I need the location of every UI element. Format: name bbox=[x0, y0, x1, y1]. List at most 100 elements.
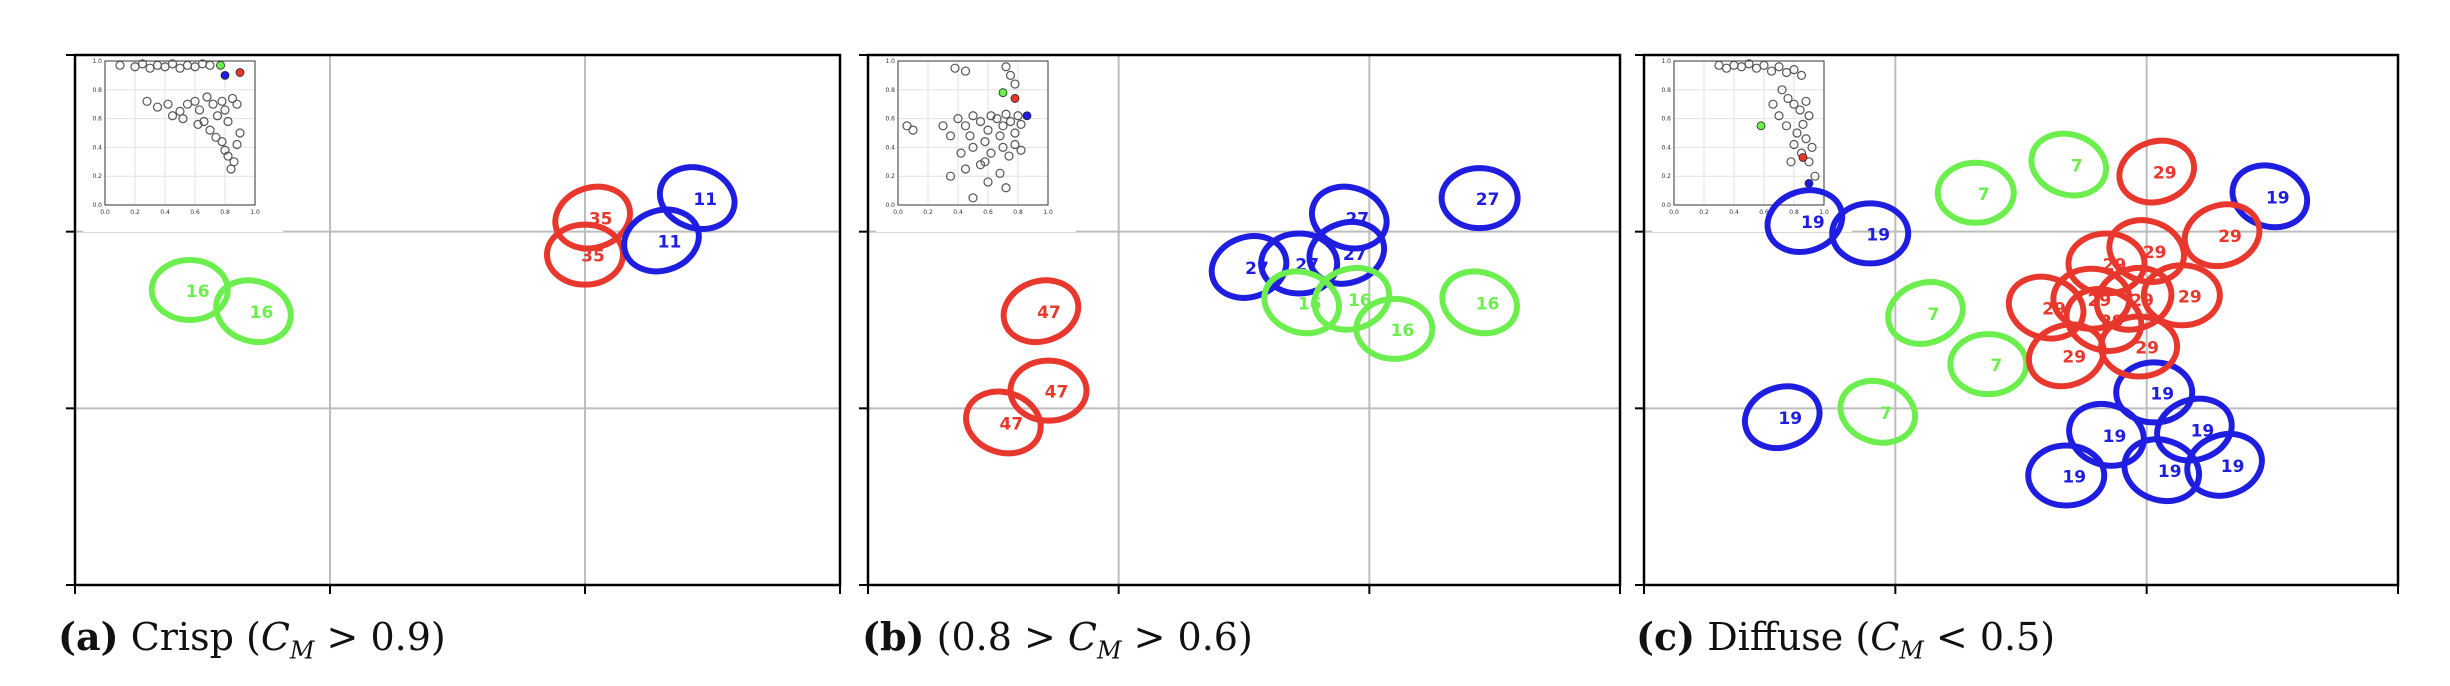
ellipse-label: 7 bbox=[1978, 185, 1990, 205]
inset-point bbox=[995, 168, 1005, 178]
inset-y-tick-label: 1.0 bbox=[885, 58, 895, 65]
ellipse-label: 19 bbox=[2150, 384, 2174, 404]
cluster-ellipse-red: 47 bbox=[963, 388, 1044, 457]
inset-point bbox=[223, 151, 233, 161]
inset-point bbox=[1781, 121, 1792, 131]
cluster-ellipse-red: 29 bbox=[2098, 313, 2181, 380]
ellipse-label: 29 bbox=[2153, 164, 2177, 184]
cluster-ellipse-red: 47 bbox=[1007, 357, 1090, 424]
inset-point bbox=[980, 137, 990, 147]
inset-point bbox=[975, 116, 986, 127]
inset-point bbox=[1744, 59, 1754, 69]
ellipse-outline bbox=[2181, 201, 2263, 270]
ellipse-label: 7 bbox=[2071, 157, 2083, 177]
cluster-ellipse-blue: 19 bbox=[2184, 431, 2265, 499]
ellipse-label: 29 bbox=[2062, 347, 2086, 367]
plot-frame bbox=[73, 53, 842, 587]
inset-point bbox=[190, 96, 200, 106]
inset-x-tick-label: 0.0 bbox=[100, 209, 110, 216]
cluster-ellipse-blue: 19 bbox=[1764, 187, 1846, 255]
cluster-ellipse-blue: 11 bbox=[621, 206, 702, 275]
ellipse-outline bbox=[2113, 359, 2196, 426]
inset-point bbox=[142, 96, 152, 106]
inset-highlight-point bbox=[998, 88, 1008, 98]
ellipse-outline bbox=[1306, 219, 1388, 287]
ellipse-outline bbox=[1934, 159, 2017, 226]
ellipse-outline bbox=[2184, 431, 2265, 499]
inset-point bbox=[968, 111, 978, 121]
inset-point bbox=[232, 139, 242, 150]
ellipse-outline bbox=[2066, 400, 2147, 469]
inset-highlight-point bbox=[216, 60, 225, 70]
caption-c-after: < 0.5) bbox=[1923, 615, 2056, 659]
ellipse-outline bbox=[213, 277, 294, 346]
inset-point bbox=[992, 113, 1002, 124]
inset-point bbox=[1795, 105, 1805, 115]
ellipse-label: 7 bbox=[1990, 356, 2002, 376]
caption-a-text: Crisp ( bbox=[130, 615, 261, 659]
inset-point bbox=[975, 160, 986, 170]
caption-c-text: Diffuse ( bbox=[1707, 615, 1871, 659]
cluster-ellipse-blue: 27 bbox=[1438, 165, 1521, 232]
ellipse-outline bbox=[148, 256, 231, 323]
caption-c: (c) Diffuse (CM < 0.5) bbox=[1636, 614, 2055, 665]
chart-panel-2: 0.00.0 0.2 0.2 0.4 0.4 0.6 0.6 0.8 0.8 1.0 1.0 47 47… bbox=[859, 53, 1622, 594]
inset-point bbox=[1016, 119, 1026, 129]
inset-point bbox=[167, 111, 178, 121]
cluster-ellipse-red: 29 bbox=[2116, 137, 2198, 206]
inset-point bbox=[235, 128, 245, 138]
cluster-ellipse-green: 16 bbox=[1439, 268, 1520, 337]
ellipse-label: 29 bbox=[2135, 339, 2159, 359]
caption-b-math-sub: M bbox=[1096, 636, 1122, 665]
inset-point bbox=[1801, 134, 1811, 144]
ellipse-outline bbox=[1829, 200, 1912, 267]
ellipse-label: 19 bbox=[2062, 467, 2086, 487]
inset-x-tick-label: 0.2 bbox=[923, 209, 933, 216]
ellipse-label: 16 bbox=[1391, 321, 1415, 341]
cluster-ellipse-green: 7 bbox=[1947, 331, 2030, 398]
inset-scatter: 0.00.0 0.2 0.2 0.4 0.4 0.6 0.6 0.8 0.8 1.0 1.0 bbox=[83, 57, 283, 232]
inset-point bbox=[163, 99, 173, 109]
inset-frame bbox=[1673, 60, 1825, 206]
inset-point bbox=[986, 148, 996, 158]
ellipse-outline bbox=[1208, 233, 1290, 301]
inset-scatter: 0.00.0 0.2 0.2 0.4 0.4 0.6 0.6 0.8 0.8 1.0 1.0 bbox=[1652, 57, 1852, 232]
inset-point bbox=[960, 66, 971, 76]
inset-y-tick-label: 0.6 bbox=[885, 116, 895, 123]
inset-point bbox=[980, 157, 990, 167]
inset-point bbox=[220, 105, 230, 115]
inset-point bbox=[1774, 111, 1784, 121]
inset-point bbox=[953, 113, 963, 124]
ellipse-outline bbox=[1947, 331, 2030, 398]
inset-point bbox=[1798, 119, 1808, 129]
inset-x-tick-label: 0.4 bbox=[1729, 209, 1739, 216]
inset-point bbox=[1759, 60, 1769, 70]
ellipse-label: 19 bbox=[2266, 188, 2290, 208]
inset-y-tick-label: 0.2 bbox=[92, 173, 102, 180]
ellipse-outline bbox=[2121, 436, 2203, 505]
cluster-ellipse-green: 7 bbox=[2028, 130, 2110, 199]
ellipse-outline bbox=[2140, 262, 2223, 329]
inset-highlight-point bbox=[1022, 111, 1032, 121]
ellipse-outline bbox=[1764, 187, 1846, 255]
caption-a-math-sub: M bbox=[289, 636, 315, 665]
ellipse-outline bbox=[963, 388, 1044, 457]
ellipse-label: 19 bbox=[1801, 213, 1825, 233]
cluster-ellipse-green: 7 bbox=[1837, 378, 1919, 446]
inset-point bbox=[1810, 171, 1820, 181]
inset-point bbox=[1010, 139, 1020, 150]
inset-frame bbox=[104, 60, 256, 206]
inset-point bbox=[956, 148, 966, 158]
plot-frame bbox=[866, 53, 1622, 587]
inset-point bbox=[220, 145, 230, 155]
cluster-ellipse-red: 47 bbox=[1000, 277, 1082, 346]
inset-point bbox=[208, 99, 218, 109]
inset-point bbox=[908, 125, 918, 135]
ellipse-outline bbox=[2025, 442, 2108, 509]
cluster-ellipse-blue: 19 bbox=[1741, 383, 1823, 452]
inset-frame bbox=[897, 60, 1049, 206]
caption-b-math: C bbox=[1067, 615, 1097, 659]
inset-point bbox=[938, 121, 948, 131]
ellipse-label: 19 bbox=[1778, 409, 1802, 429]
